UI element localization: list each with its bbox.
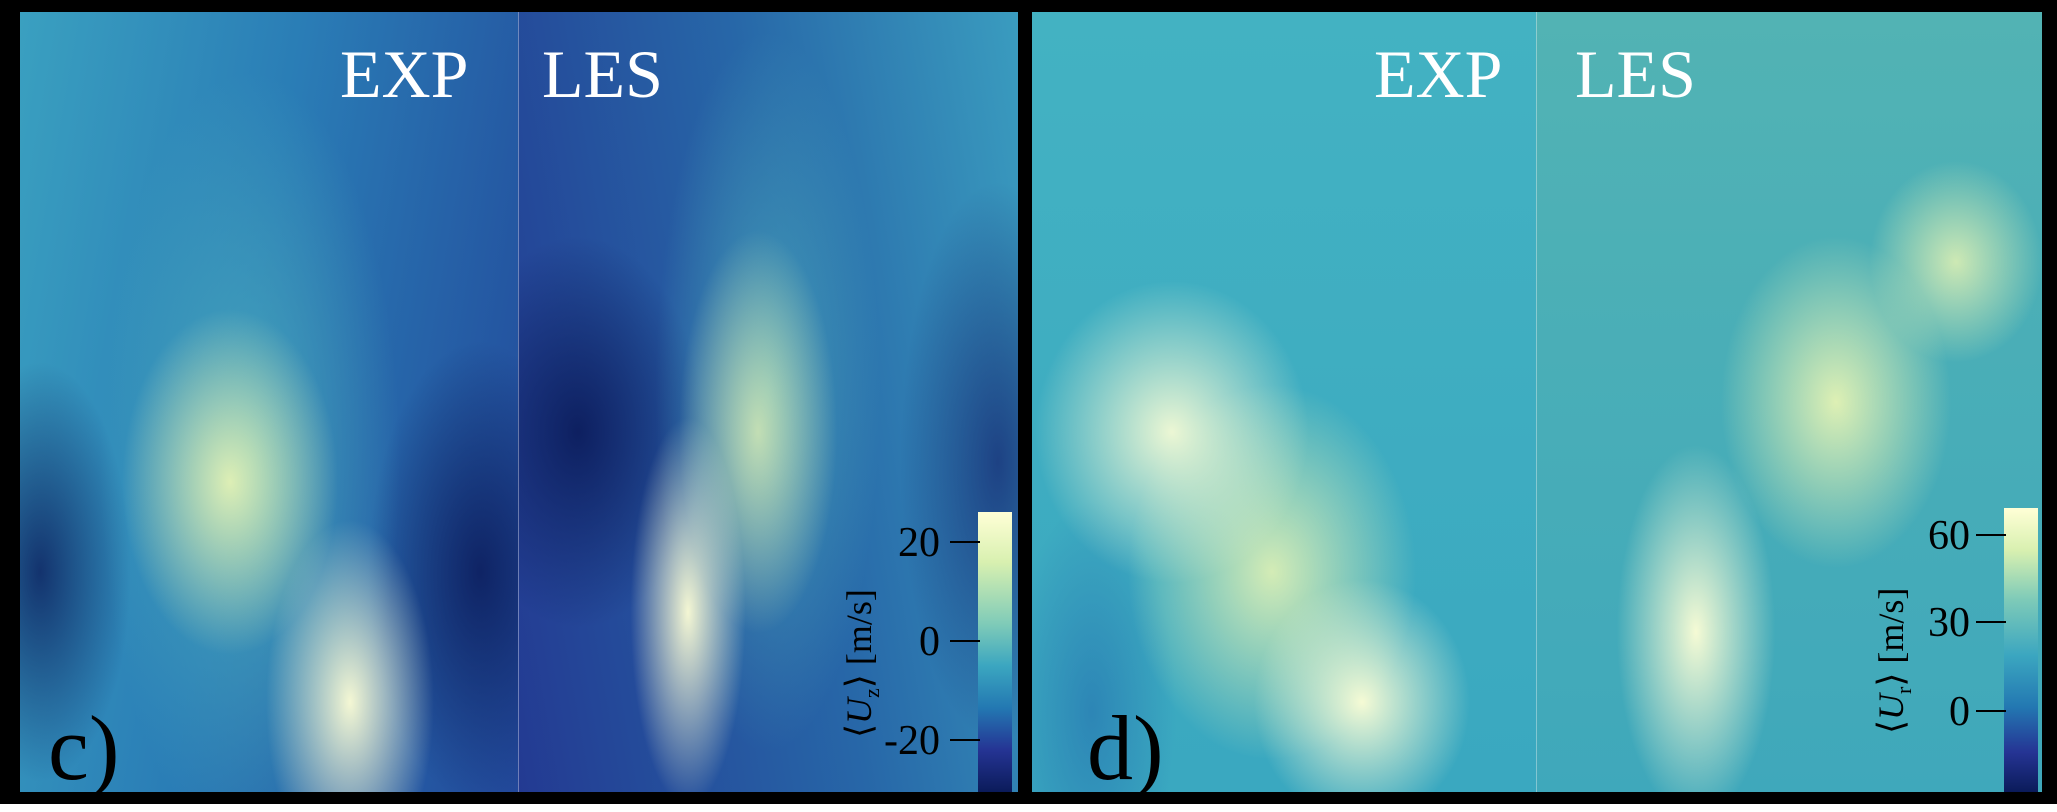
panel-c-divider bbox=[518, 12, 519, 792]
panel-d-les-title: LES bbox=[1575, 36, 1696, 112]
panel-c: EXP LES c) 20 0 -20 ⟨Uz⟩ [m/s] bbox=[20, 12, 1018, 792]
colorbar-tick bbox=[1976, 534, 2006, 536]
panel-d: EXP LES d) 60 30 0 ⟨Ur⟩ [m/s] bbox=[1032, 12, 2042, 792]
panel-c-colorbar-title: ⟨Uz⟩ [m/s] bbox=[839, 589, 885, 738]
colorbar-tick-label: 20 bbox=[898, 520, 940, 566]
colorbar-tick-label: -20 bbox=[884, 718, 940, 764]
panel-c-les-title: LES bbox=[542, 36, 663, 112]
colorbar-tick-label: 0 bbox=[919, 619, 940, 665]
panel-d-label: d) bbox=[1087, 697, 1164, 792]
panel-c-label: c) bbox=[48, 697, 120, 792]
panel-d-les-field bbox=[1536, 12, 2042, 792]
panel-d-colorbar-title: ⟨Ur⟩ [m/s] bbox=[1871, 587, 1917, 734]
colorbar-tick-label: 60 bbox=[1928, 513, 1970, 559]
colorbar-tick-label: 30 bbox=[1928, 600, 1970, 646]
panel-d-colorbar bbox=[2004, 508, 2038, 792]
colorbar-tick-label: 0 bbox=[1949, 689, 1970, 735]
colorbar-tick bbox=[950, 739, 980, 741]
colorbar-tick bbox=[1976, 621, 2006, 623]
panel-d-exp-field bbox=[1032, 12, 1536, 792]
panel-c-colorbar bbox=[978, 512, 1012, 792]
panel-c-exp-field bbox=[20, 12, 518, 792]
colorbar-tick bbox=[950, 541, 980, 543]
panel-c-les-field bbox=[518, 12, 1018, 792]
panel-c-exp-title: EXP bbox=[340, 36, 469, 112]
colorbar-tick bbox=[950, 640, 980, 642]
colorbar-tick bbox=[1976, 710, 2006, 712]
panel-d-exp-title: EXP bbox=[1374, 36, 1503, 112]
panel-d-divider bbox=[1536, 12, 1537, 792]
